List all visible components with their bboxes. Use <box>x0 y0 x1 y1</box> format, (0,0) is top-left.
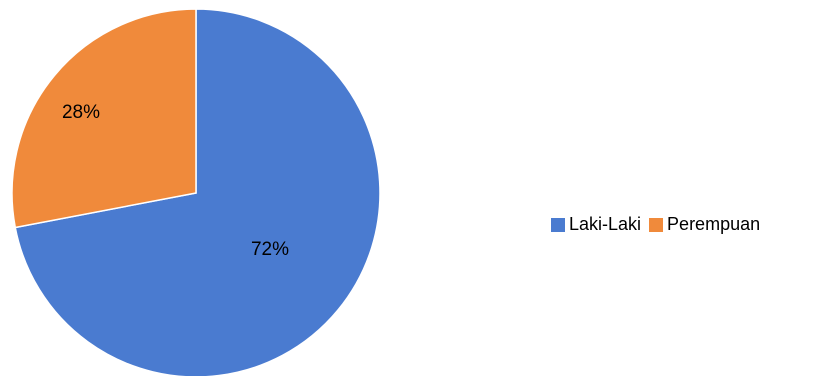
legend-entry-laki-laki: Laki-Laki <box>551 214 641 235</box>
legend-swatch-laki-laki <box>551 217 565 232</box>
pie-data-labels: 72% 28% <box>62 102 289 260</box>
legend-swatch-perempuan <box>649 217 664 232</box>
data-label-perempuan: 28% <box>62 102 100 123</box>
legend-label-laki-laki: Laki-Laki <box>569 214 642 234</box>
pie-slices <box>11 8 381 376</box>
pie-slice-laki-laki <box>14 8 381 376</box>
legend-entry-perempuan: Perempuan <box>649 214 760 235</box>
chart-legend: Laki-Laki Perempuan <box>551 214 760 235</box>
legend-label-perempuan: Perempuan <box>667 214 761 234</box>
pie-slice-perempuan <box>11 8 197 229</box>
data-label-laki-laki: 72% <box>251 239 289 260</box>
